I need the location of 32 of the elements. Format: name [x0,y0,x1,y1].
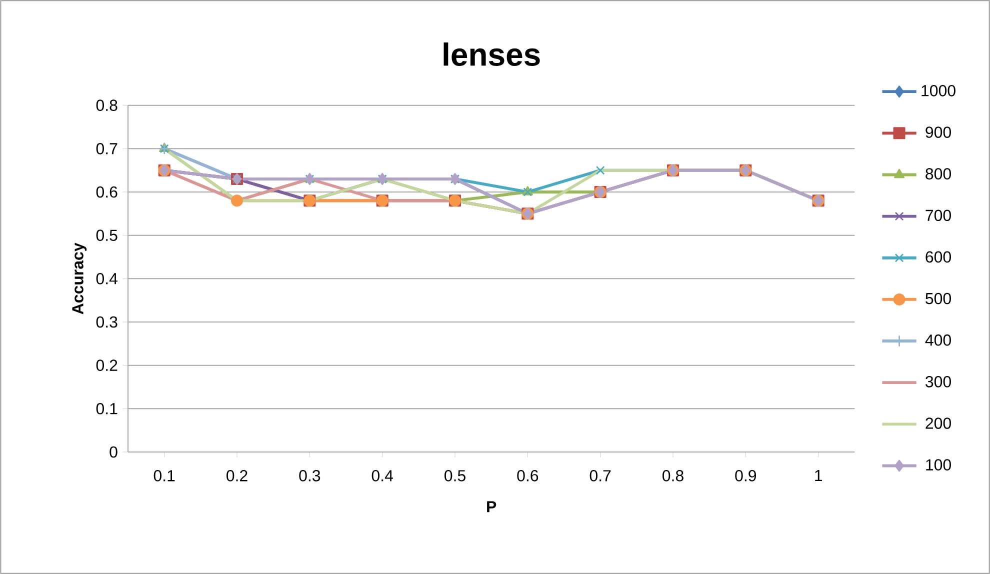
legend-label: 400 [925,334,951,346]
x-tick-label: 0.1 [154,470,175,482]
y-tick-label: 0.3 [96,316,118,328]
legend-label: 200 [926,418,951,429]
y-tick-label: 0.7 [96,143,118,154]
legend-label: 600 [926,251,951,263]
legend-label: 500 [926,292,951,304]
x-tick-label: 0.2 [226,470,248,482]
legend-label: 300 [926,376,951,388]
chart-title: lenses [444,42,540,66]
legend-label: 1000 [922,85,956,96]
x-tick-label: 0.3 [299,470,320,482]
y-tick-label: 0 [110,446,118,458]
y-tick-label: 0.1 [96,402,118,414]
legend-label: 100 [926,459,951,470]
legend-label: 700 [926,210,951,222]
x-axis-title: P [487,501,496,512]
x-tick-label: 1 [815,470,822,482]
y-tick-label: 0.2 [96,360,118,371]
x-tick-label: 0.6 [517,470,538,482]
x-tick-label: 0.7 [590,470,611,482]
y-tick-label: 0.5 [96,230,118,241]
legend-label: 900 [926,126,951,138]
x-tick-label: 0.8 [662,470,684,482]
y-tick-label: 0.6 [96,186,118,198]
x-tick-label: 0.9 [735,470,756,482]
legend-label: 800 [926,168,951,180]
y-axis-title: Accuracy [72,242,87,314]
x-tick-label: 0.5 [444,470,466,482]
x-tick-label: 0.4 [372,470,393,482]
y-tick-label: 0.8 [96,100,118,111]
y-tick-label: 0.4 [96,273,118,284]
